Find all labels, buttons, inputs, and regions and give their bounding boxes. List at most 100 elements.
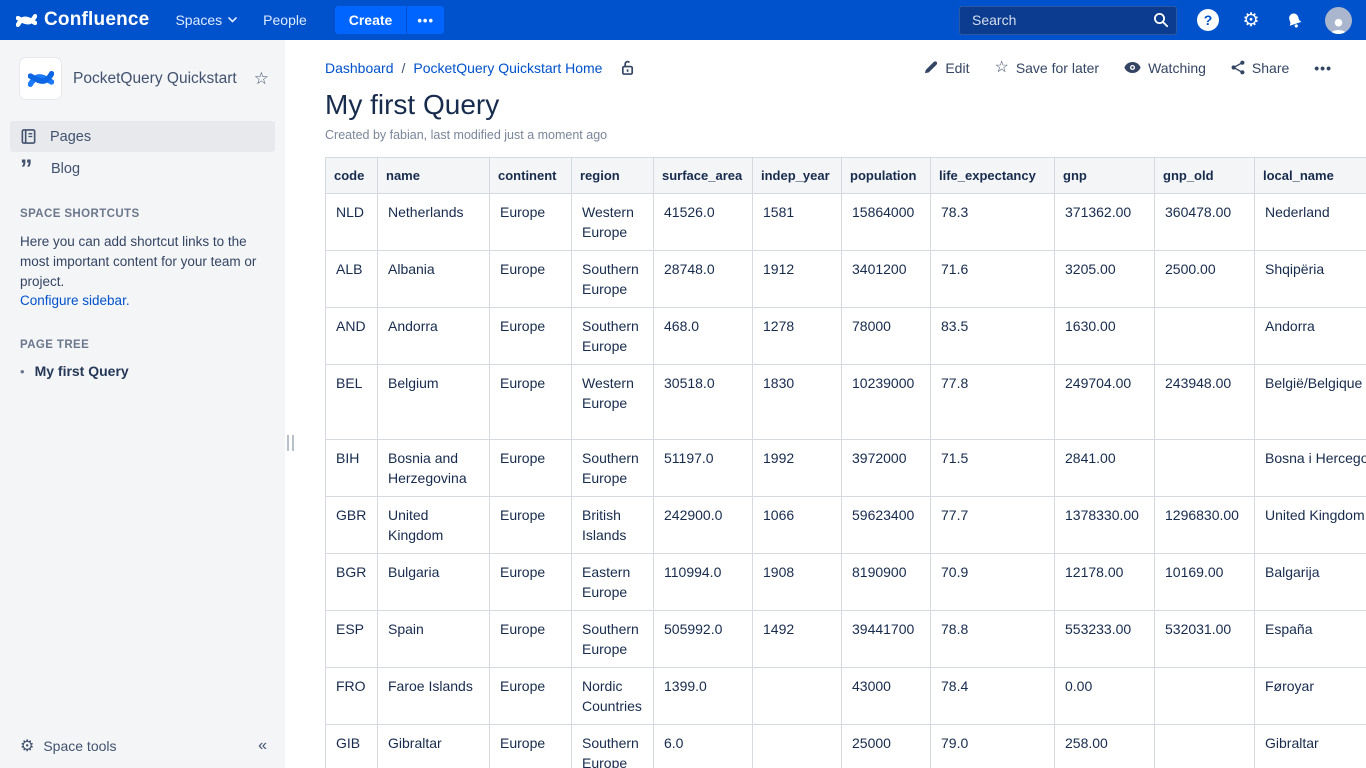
share-button[interactable]: Share (1231, 60, 1289, 76)
table-cell: 1278 (752, 307, 842, 365)
create-more-button[interactable]: ••• (406, 6, 444, 34)
table-cell: Europe (489, 193, 572, 251)
table-cell: Bosnia and Herzegovina (377, 439, 490, 497)
table-cell: Europe (489, 610, 572, 668)
table-cell: 1912 (752, 250, 842, 308)
table-row: GIB Gibraltar Europe Southern Europe 6.0 2500… (325, 724, 1366, 768)
breadcrumb-dashboard[interactable]: Dashboard (325, 59, 394, 76)
table-cell: British Islands (571, 496, 654, 554)
confluence-logo[interactable]: Confluence (16, 9, 149, 31)
table-cell: 41526.0 (653, 193, 753, 251)
page-tree-link[interactable]: My first Query (34, 363, 129, 379)
table-cell: 6.0 (653, 724, 753, 768)
blog-quote-icon: ” (20, 155, 33, 183)
collapse-sidebar-icon[interactable]: « (258, 737, 267, 754)
user-avatar[interactable] (1325, 6, 1352, 34)
table-cell: 1296830.00 (1154, 496, 1255, 554)
table-cell: Andorra (1254, 307, 1366, 365)
sidebar-item-pages[interactable]: Pages (10, 121, 275, 152)
table-cell: Europe (489, 307, 572, 365)
help-icon[interactable]: ? (1196, 8, 1220, 32)
more-actions-button[interactable]: ••• (1314, 59, 1332, 76)
favorite-star-icon[interactable]: ☆ (253, 68, 269, 88)
table-cell: 30518.0 (653, 364, 753, 440)
table-cell: Netherlands (377, 193, 490, 251)
sidebar-item-label: Pages (50, 128, 92, 145)
page-tree-section: PAGE TREE (0, 339, 285, 351)
edit-button[interactable]: Edit (923, 60, 969, 76)
table-cell: 2841.00 (1054, 439, 1155, 497)
page-byline: Created by fabian, last modified just a … (325, 128, 608, 142)
sidebar-item-blog[interactable]: ” Blog (10, 154, 275, 184)
sidebar-resize-handle[interactable] (287, 435, 294, 451)
table-cell: Southern Europe (571, 610, 654, 668)
table-cell: 1378330.00 (1054, 496, 1155, 554)
settings-gear-icon[interactable]: ⚙ (1242, 9, 1260, 31)
breadcrumb-space-home[interactable]: PocketQuery Quickstart Home (413, 59, 603, 76)
space-name[interactable]: PocketQuery Quickstart (73, 69, 237, 87)
table-cell: 43000 (841, 667, 931, 725)
space-tools-button[interactable]: ⚙ Space tools (20, 738, 117, 755)
table-cell: Balgarija (1254, 553, 1366, 611)
nav-people[interactable]: People (263, 12, 307, 28)
table-cell: 258.00 (1054, 724, 1155, 768)
column-header: surface_area (653, 157, 753, 194)
table-cell: 553233.00 (1054, 610, 1155, 668)
table-cell: 71.6 (930, 250, 1055, 308)
table-cell: 70.9 (930, 553, 1055, 611)
search-input[interactable] (972, 12, 1153, 28)
table-cell: BEL (325, 364, 378, 440)
page-title: My first Query (325, 89, 500, 120)
column-header: continent (489, 157, 572, 194)
sidebar-footer: ⚙ Space tools « (0, 724, 285, 768)
table-cell: NLD (325, 193, 378, 251)
table-cell: België/Belgique (1254, 364, 1366, 440)
table-cell: 78000 (841, 307, 931, 365)
brand-name: Confluence (44, 9, 150, 30)
table-cell: 78.3 (930, 193, 1055, 251)
column-header: population (841, 157, 931, 194)
pencil-icon (923, 60, 938, 75)
table-cell: United Kingdom (377, 496, 490, 554)
table-cell: 2500.00 (1154, 250, 1255, 308)
column-header: code (325, 157, 378, 194)
unrestricted-lock-icon[interactable] (620, 59, 635, 76)
table-cell: Bosna i Hercegovina (1254, 439, 1366, 497)
table-cell: 371362.00 (1054, 193, 1155, 251)
column-header: gnp_old (1154, 157, 1255, 194)
search-icon[interactable] (1153, 12, 1169, 28)
table-cell (752, 724, 842, 768)
table-cell (1154, 307, 1255, 365)
table-cell: 3205.00 (1054, 250, 1155, 308)
table-cell: Western Europe (571, 193, 654, 251)
table-cell: Eastern Europe (571, 553, 654, 611)
table-row: BIH Bosnia and Herzegovina Europe Southern … (325, 439, 1366, 497)
main-content: Dashboard / PocketQuery Quickstart Home (285, 40, 1366, 768)
table-cell: Spain (377, 610, 490, 668)
configure-sidebar-link[interactable]: Configure sidebar. (20, 293, 130, 308)
table-cell: 59623400 (841, 496, 931, 554)
table-cell: 12178.00 (1054, 553, 1155, 611)
space-shortcuts-heading: SPACE SHORTCUTS (20, 208, 140, 220)
table-cell: Southern Europe (571, 724, 654, 768)
page-header: Dashboard / PocketQuery Quickstart Home (285, 40, 1366, 142)
table-cell: 78.4 (930, 667, 1055, 725)
table-cell: Albania (377, 250, 490, 308)
table-cell: 243948.00 (1154, 364, 1255, 440)
table-cell: Southern Europe (571, 307, 654, 365)
table-cell: 8190900 (841, 553, 931, 611)
confluence-mark-icon (16, 10, 37, 31)
table-cell: Europe (489, 496, 572, 554)
create-button[interactable]: Create (334, 6, 407, 34)
space-logo[interactable] (20, 58, 61, 99)
table-cell: 3401200 (841, 250, 931, 308)
watching-button[interactable]: Watching (1124, 60, 1206, 76)
table-header-row: code name continent region surface_area indep… (325, 157, 1366, 194)
table-cell: 71.5 (930, 439, 1055, 497)
table-cell: Faroe Islands (377, 667, 490, 725)
notifications-bell-icon[interactable] (1282, 8, 1306, 32)
sidebar-item-label: Blog (51, 161, 81, 177)
query-result-table-wrap: code name continent region surface_area indep… (285, 157, 1366, 768)
save-for-later-button[interactable]: ☆ Save for later (994, 58, 1100, 76)
nav-spaces[interactable]: Spaces (175, 12, 237, 28)
